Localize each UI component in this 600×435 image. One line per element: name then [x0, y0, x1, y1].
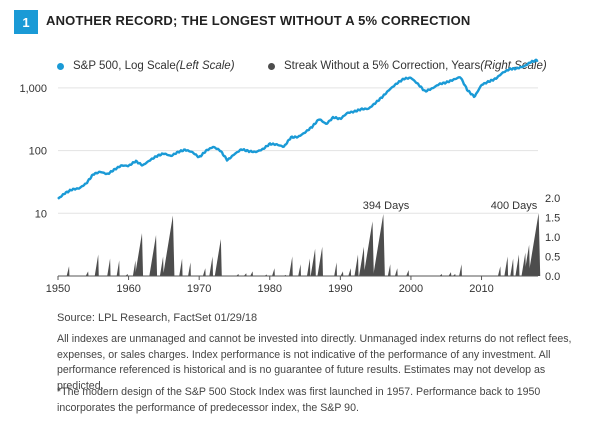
legend-label-streak: Streak Without a 5% Correction: [284, 60, 446, 72]
annotation-400-days: 400 Days: [491, 200, 538, 212]
streak-spike: [334, 262, 337, 276]
streak-spike: [243, 273, 247, 276]
streak-spike: [310, 248, 316, 276]
streak-spike: [340, 271, 344, 276]
streak-spike: [459, 264, 462, 276]
legend-suffix-sp500: , Log Scale: [118, 60, 176, 72]
streak-spike: [202, 268, 206, 276]
y-tick-label-right: 2.0: [545, 193, 560, 205]
streak-spike: [373, 213, 385, 276]
streak-spike: [66, 266, 70, 276]
streak-spike: [214, 238, 222, 276]
sp500-series: [57, 58, 539, 200]
y-tick-label-right: 1.5: [545, 213, 560, 225]
legend-scale-sp500: (Left Scale): [175, 60, 235, 72]
x-tick-label: 2010: [469, 283, 493, 295]
streak-spike: [394, 268, 398, 276]
streak-spike: [448, 272, 452, 276]
source-line: Source: LPL Research, FactSet 01/29/18: [57, 312, 258, 324]
streak-spike: [163, 215, 175, 276]
streak-spike: [94, 254, 99, 276]
figure-number-badge: 1: [14, 10, 38, 34]
x-tick-label: 1960: [116, 283, 140, 295]
y-tick-label-left: 1,000: [19, 83, 47, 95]
streak-spike: [188, 262, 191, 276]
x-tick-label: 1990: [328, 283, 352, 295]
chart-title: ANOTHER RECORD; THE LONGEST WITHOUT A 5%…: [46, 13, 471, 28]
legend-suffix-streak: , Years: [445, 60, 481, 72]
streak-spike: [85, 271, 89, 276]
streak-spike: [298, 264, 301, 276]
streak-spike: [149, 235, 158, 276]
disclaimer-text: All indexes are unmanaged and cannot be …: [57, 333, 572, 392]
streak-spike: [354, 254, 359, 276]
streak-spike: [317, 246, 323, 276]
streak-spike: [504, 256, 509, 276]
y-tick-label-left: 10: [35, 208, 47, 220]
x-tick-label: 1970: [187, 283, 211, 295]
gridlines: [58, 87, 538, 214]
x-tick-label: 2000: [399, 283, 423, 295]
streak-spike: [528, 212, 541, 276]
streak-spike: [524, 244, 530, 276]
y-tick-label-left: 100: [29, 146, 47, 158]
streak-spike: [134, 233, 144, 276]
streak-spike: [250, 271, 253, 276]
x-tick-label: 1950: [46, 283, 70, 295]
y-tick-label-right: 0.0: [545, 271, 560, 283]
legend-dot-blue: [57, 62, 64, 70]
streak-series: [66, 212, 541, 276]
streak-spike: [209, 256, 214, 276]
streak-spike: [515, 254, 520, 276]
streak-spike: [510, 258, 514, 276]
streak-spike: [306, 258, 311, 276]
streak-spike: [179, 258, 183, 276]
streak-spike: [289, 256, 293, 276]
legend-dot-gray: [268, 62, 275, 70]
footnote-text: *The modern design of the S&P 500 Stock …: [57, 386, 541, 414]
streak-spike: [363, 221, 374, 276]
streak-spike: [406, 270, 409, 276]
streak-spike: [159, 256, 164, 276]
streak-spike: [348, 268, 352, 276]
streak-spike: [359, 246, 365, 276]
axes: 10 100 1,000 0.0 0.5 1.0 1.5 2.0 1950 1960 1970 198…: [19, 83, 560, 295]
streak-spike: [116, 260, 120, 276]
streak-spike: [387, 264, 391, 276]
annotation-394-days: 394 Days: [363, 200, 410, 212]
y-tick-label-right: 0.5: [545, 252, 560, 264]
streak-spike: [497, 266, 501, 276]
legend-item-sp500: S&P 500, Log Scale (Left Scale): [57, 60, 235, 72]
streak-spike: [272, 268, 275, 276]
sp500-line: [57, 58, 539, 200]
legend-label-sp500: S&P 500: [73, 60, 119, 72]
streak-spike: [107, 258, 111, 276]
streak-spike: [132, 260, 136, 276]
streak-spike: [521, 252, 526, 276]
y-tick-label-right: 1.0: [545, 232, 560, 244]
x-tick-label: 1980: [258, 283, 282, 295]
